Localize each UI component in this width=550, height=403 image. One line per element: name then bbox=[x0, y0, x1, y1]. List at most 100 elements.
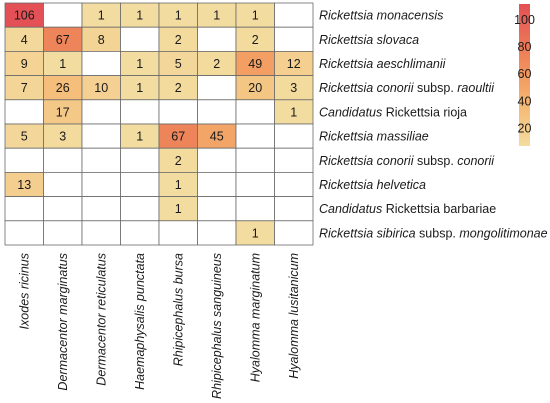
colorbar-tick-label: 100 bbox=[514, 13, 535, 27]
heatmap-cell bbox=[158, 26, 198, 52]
colorbar-gradient bbox=[519, 4, 530, 146]
heatmap-cell bbox=[81, 196, 121, 222]
row-label: Rickettsia aeschlimanii bbox=[319, 57, 447, 71]
row-label: Rickettsia massiliae bbox=[319, 130, 429, 144]
heatmap-cell bbox=[197, 220, 237, 246]
cell-value-label: 1 bbox=[59, 57, 66, 71]
row-label-part: subsp. bbox=[413, 154, 457, 168]
row-label: Candidatus Rickettsia barbariae bbox=[319, 202, 496, 216]
cell-value-label: 13 bbox=[17, 178, 31, 192]
heatmap-cell bbox=[4, 2, 44, 28]
row-label: Rickettsia helvetica bbox=[319, 178, 426, 192]
row-label: Rickettsia conorii subsp. raoultii bbox=[319, 81, 495, 95]
heatmap-cell bbox=[158, 123, 198, 149]
heatmap-cell bbox=[4, 196, 44, 222]
cell-value-label: 20 bbox=[248, 81, 262, 95]
row-label-part: conorii bbox=[457, 154, 495, 168]
heatmap-cell bbox=[4, 220, 44, 246]
heatmap-cell bbox=[43, 2, 83, 28]
cell-value-label: 1 bbox=[290, 105, 297, 119]
row-label-part: raoultii bbox=[457, 81, 495, 95]
colorbar-tick-label: 60 bbox=[518, 67, 532, 81]
cell-value-label: 26 bbox=[56, 81, 70, 95]
heatmap-cell bbox=[4, 123, 44, 149]
row-label-part: Candidatus bbox=[319, 202, 382, 216]
row-label-part: Rickettsia conorii bbox=[319, 81, 415, 95]
heatmap-cell bbox=[235, 51, 275, 77]
heatmap-cell bbox=[43, 75, 83, 101]
cell-value-label: 1 bbox=[252, 9, 259, 23]
colorbar: 20 40 60 80 100 bbox=[514, 4, 535, 146]
heatmap-cell bbox=[197, 26, 237, 52]
cell-value-label: 1 bbox=[136, 9, 143, 23]
cell-value-label: 2 bbox=[175, 81, 182, 95]
row-label-part: Candidatus bbox=[319, 105, 382, 119]
row-label-part: subsp. bbox=[413, 81, 457, 95]
cell-value-label: 2 bbox=[175, 33, 182, 47]
row-label-part: Rickettsia rioja bbox=[382, 105, 467, 119]
heatmap-cell bbox=[43, 147, 83, 173]
row-label-part: Rickettsia helvetica bbox=[319, 178, 426, 192]
colorbar-tick-label: 40 bbox=[518, 94, 532, 108]
cell-value-label: 9 bbox=[21, 57, 28, 71]
heatmap-cell bbox=[81, 75, 121, 101]
heatmap-cell bbox=[158, 220, 198, 246]
cell-value-label: 67 bbox=[171, 130, 185, 144]
column-label: Haemaphysalis punctata bbox=[133, 253, 147, 390]
heatmap-cell bbox=[81, 171, 121, 197]
heatmap-cell bbox=[197, 99, 237, 125]
heatmap-cell bbox=[120, 147, 160, 173]
heatmap-cell bbox=[4, 75, 44, 101]
heatmap-cell bbox=[43, 220, 83, 246]
row-label: Rickettsia conorii subsp. conorii bbox=[319, 154, 495, 168]
cell-value-label: 10 bbox=[94, 81, 108, 95]
cell-value-label: 12 bbox=[287, 57, 301, 71]
heatmap-cell bbox=[120, 196, 160, 222]
heatmap-cell bbox=[43, 26, 83, 52]
heatmap-cell bbox=[120, 26, 160, 52]
heatmap-cell bbox=[235, 123, 275, 149]
heatmap-cell bbox=[4, 147, 44, 173]
heatmap-cell bbox=[274, 220, 314, 246]
cell-value-label: 2 bbox=[213, 57, 220, 71]
column-label: Dermacentor marginatus bbox=[56, 253, 70, 391]
heatmap-cell bbox=[81, 2, 121, 28]
heatmap-cell bbox=[197, 196, 237, 222]
heatmap-cell bbox=[120, 51, 160, 77]
cell-value-label: 5 bbox=[175, 57, 182, 71]
heatmap-cell bbox=[274, 2, 314, 28]
row-label-part: mongolitimonae bbox=[459, 226, 547, 240]
row-label-part: Rickettsia barbariae bbox=[382, 202, 496, 216]
row-label: Candidatus Rickettsia rioja bbox=[319, 105, 467, 119]
row-label: Rickettsia slovaca bbox=[319, 33, 419, 47]
cell-value-label: 5 bbox=[21, 130, 28, 144]
colorbar-tick-label: 20 bbox=[518, 121, 532, 135]
heatmap-cell bbox=[235, 147, 275, 173]
column-label: Ixodes ricinus bbox=[17, 253, 31, 329]
heatmap-cell bbox=[81, 123, 121, 149]
heatmap-cell bbox=[235, 196, 275, 222]
heatmap-cell bbox=[81, 147, 121, 173]
row-label-part: Rickettsia monacensis bbox=[319, 9, 443, 23]
colorbar-tick-label: 80 bbox=[518, 40, 532, 54]
heatmap-cell bbox=[120, 220, 160, 246]
heatmap-cell bbox=[81, 51, 121, 77]
column-label: Rhipicephalus sanguineus bbox=[210, 253, 224, 399]
cell-value-label: 1 bbox=[136, 57, 143, 71]
cell-value-label: 67 bbox=[56, 33, 70, 47]
heatmap-cell bbox=[274, 26, 314, 52]
heatmap-cell bbox=[81, 99, 121, 125]
heatmap-cell bbox=[274, 123, 314, 149]
cell-value-label: 17 bbox=[56, 105, 70, 119]
row-label-part: Rickettsia conorii bbox=[319, 154, 415, 168]
heatmap-cell bbox=[274, 196, 314, 222]
cell-value-label: 1 bbox=[175, 9, 182, 23]
cell-value-label: 8 bbox=[98, 33, 105, 47]
heatmap-cell bbox=[197, 51, 237, 77]
heatmap-cell bbox=[120, 75, 160, 101]
row-labels: Rickettsia monacensis Rickettsia slovaca R… bbox=[319, 9, 548, 241]
cell-value-label: 1 bbox=[213, 9, 220, 23]
heatmap-cell bbox=[158, 75, 198, 101]
heatmap-cell bbox=[274, 147, 314, 173]
cell-value-label: 2 bbox=[175, 154, 182, 168]
